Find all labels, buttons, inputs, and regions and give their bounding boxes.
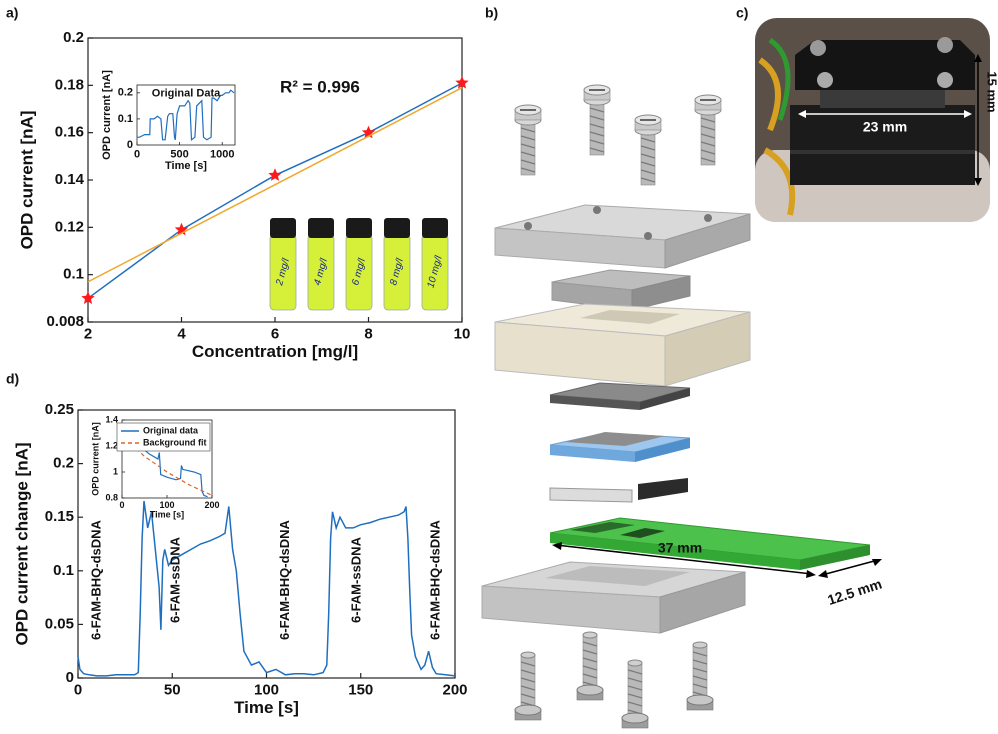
legend-label: Original data <box>143 425 199 435</box>
y-tick-label: 0.16 <box>55 124 84 141</box>
y-tick-label: 0.15 <box>45 508 74 525</box>
zebra-connector <box>550 488 632 502</box>
x-tick-label: 200 <box>204 500 219 510</box>
x-tick-label: 150 <box>348 682 373 699</box>
y-tick-label: 0.12 <box>55 218 84 235</box>
dimension-label: 12.5 mm <box>825 575 883 608</box>
screw <box>695 95 721 165</box>
y-tick-label: 1.2 <box>105 440 118 450</box>
x-tick-label: 6 <box>271 326 279 343</box>
x-tick-label: 1000 <box>210 148 234 160</box>
y-tick-label: 0.2 <box>53 455 74 472</box>
y-tick-label: 1 <box>113 466 118 476</box>
y-tick-label: 0.8 <box>105 492 118 502</box>
x-tick-label: 50 <box>164 682 181 699</box>
screw <box>515 652 541 720</box>
zebra-connector <box>638 478 688 500</box>
y-tick-label: 0.25 <box>45 401 74 418</box>
y-tick-label: 1.4 <box>105 414 118 424</box>
screw <box>584 85 610 155</box>
y-tick-label: 0.14 <box>55 171 85 188</box>
annotation: 6-FAM-BHQ-dsDNA <box>88 519 103 639</box>
legend-label: Background fit <box>143 437 207 447</box>
dimension-label: 15 mm <box>985 71 998 112</box>
vial-cap <box>384 218 410 238</box>
x-tick-label: 0 <box>119 500 124 510</box>
x-axis-label: Time [s] <box>150 509 184 519</box>
annotation: 6-FAM-BHQ-dsDNA <box>277 519 292 639</box>
chart: 2 4 6 8 10 0.008 0.1 0.12 0.14 0.16 0.18 0.2 Concent… <box>17 29 470 361</box>
y-tick-label: 0.1 <box>63 266 84 283</box>
x-tick-label: 0 <box>134 148 140 160</box>
y-tick-label: 0.1 <box>118 113 133 125</box>
x-tick-label: 200 <box>442 682 467 699</box>
x-tick-label: 500 <box>170 148 188 160</box>
screw <box>577 632 603 700</box>
x-axis-label: Concentration [mg/l] <box>192 342 358 361</box>
y-tick-label: 0.2 <box>63 29 84 46</box>
panel-label: d) <box>6 371 19 387</box>
annotation: R² = 0.996 <box>280 77 360 96</box>
vial-cap <box>422 218 448 238</box>
dimension-label: 37 mm <box>658 540 702 556</box>
screw <box>515 105 541 175</box>
device-photo: 23 mm 15 mm <box>755 18 998 222</box>
y-axis-label: OPD current [nA] <box>90 422 100 496</box>
y-tick-label: 0.1 <box>53 562 74 579</box>
x-tick-label: 2 <box>84 326 92 343</box>
panel-label: c) <box>736 5 748 21</box>
x-tick-label: 8 <box>364 326 372 343</box>
x-tick-label: 100 <box>254 682 279 699</box>
screw <box>635 115 661 185</box>
y-axis-label: OPD current [nA] <box>101 70 113 160</box>
y-tick-label: 0 <box>127 139 133 151</box>
device-body <box>790 105 975 185</box>
annotation: 6-FAM-ssDNA <box>348 536 363 623</box>
y-tick-label: 0.18 <box>55 76 84 93</box>
panel-label: a) <box>6 5 18 21</box>
x-tick-label: 4 <box>177 326 186 343</box>
screw <box>687 642 713 710</box>
x-axis-label: Time [s] <box>234 698 299 717</box>
x-axis-label: Time [s] <box>165 160 207 172</box>
y-axis-label: OPD current change [nA] <box>12 442 31 645</box>
x-tick-label: 10 <box>454 326 471 343</box>
y-tick-label: 0.05 <box>45 615 74 632</box>
panel-label: b) <box>485 5 498 21</box>
annotation: 6-FAM-BHQ-dsDNA <box>428 519 443 639</box>
y-tick-label: 0 <box>66 669 74 686</box>
figure: a) b) c) d) <box>0 0 998 734</box>
chart: 0 50 100 150 200 0 0.05 0.1 0.15 0.2 0.25 Time [s] O… <box>12 401 467 717</box>
chart-title: Original Data <box>152 88 221 100</box>
screw <box>622 660 648 728</box>
y-axis-label: OPD current [nA] <box>17 111 36 250</box>
vial-cap <box>346 218 372 238</box>
annotation: 6-FAM-ssDNA <box>167 536 182 623</box>
x-tick-label: 0 <box>74 682 82 699</box>
dimension-label: 23 mm <box>863 119 907 135</box>
vial-cap <box>308 218 334 238</box>
vial-cap <box>270 218 296 238</box>
y-tick-label: 0.2 <box>118 87 133 99</box>
y-tick-label: 0.008 <box>46 313 84 330</box>
